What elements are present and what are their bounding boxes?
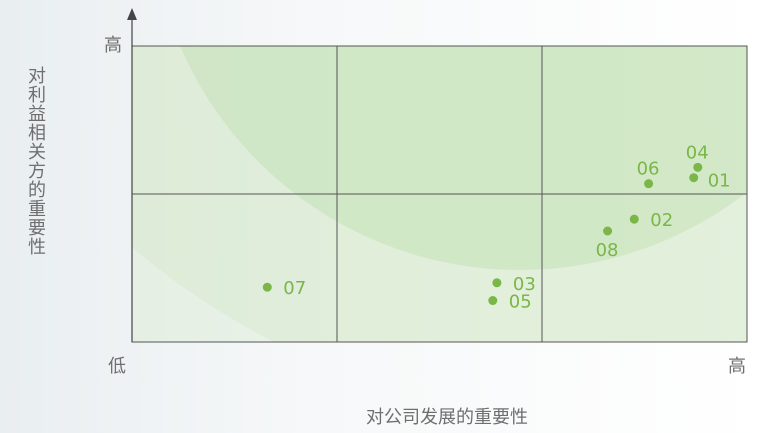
x-axis-title: 对公司发展的重要性 (366, 407, 528, 428)
point (492, 278, 502, 288)
point (262, 282, 272, 292)
point (693, 162, 703, 172)
point-label: 07 (283, 278, 306, 299)
point (644, 179, 654, 189)
point-label: 04 (686, 142, 709, 163)
x-tick-label: 低 (108, 356, 126, 377)
point-label: 01 (708, 171, 731, 192)
point (689, 173, 699, 183)
y-axis-title: 对利益相关方的重要性 (25, 66, 46, 256)
point (603, 226, 613, 236)
point (629, 214, 639, 224)
point (488, 296, 498, 306)
point-label: 05 (509, 292, 532, 313)
point-label: 03 (513, 274, 536, 295)
point-label: 08 (596, 240, 619, 261)
y-tick-label: 高 (104, 35, 122, 56)
zone (180, 46, 747, 270)
point-label: 02 (650, 210, 673, 231)
y-axis-arrow (127, 8, 137, 20)
x-tick-label: 高 (728, 356, 746, 377)
point-label: 06 (637, 159, 660, 180)
